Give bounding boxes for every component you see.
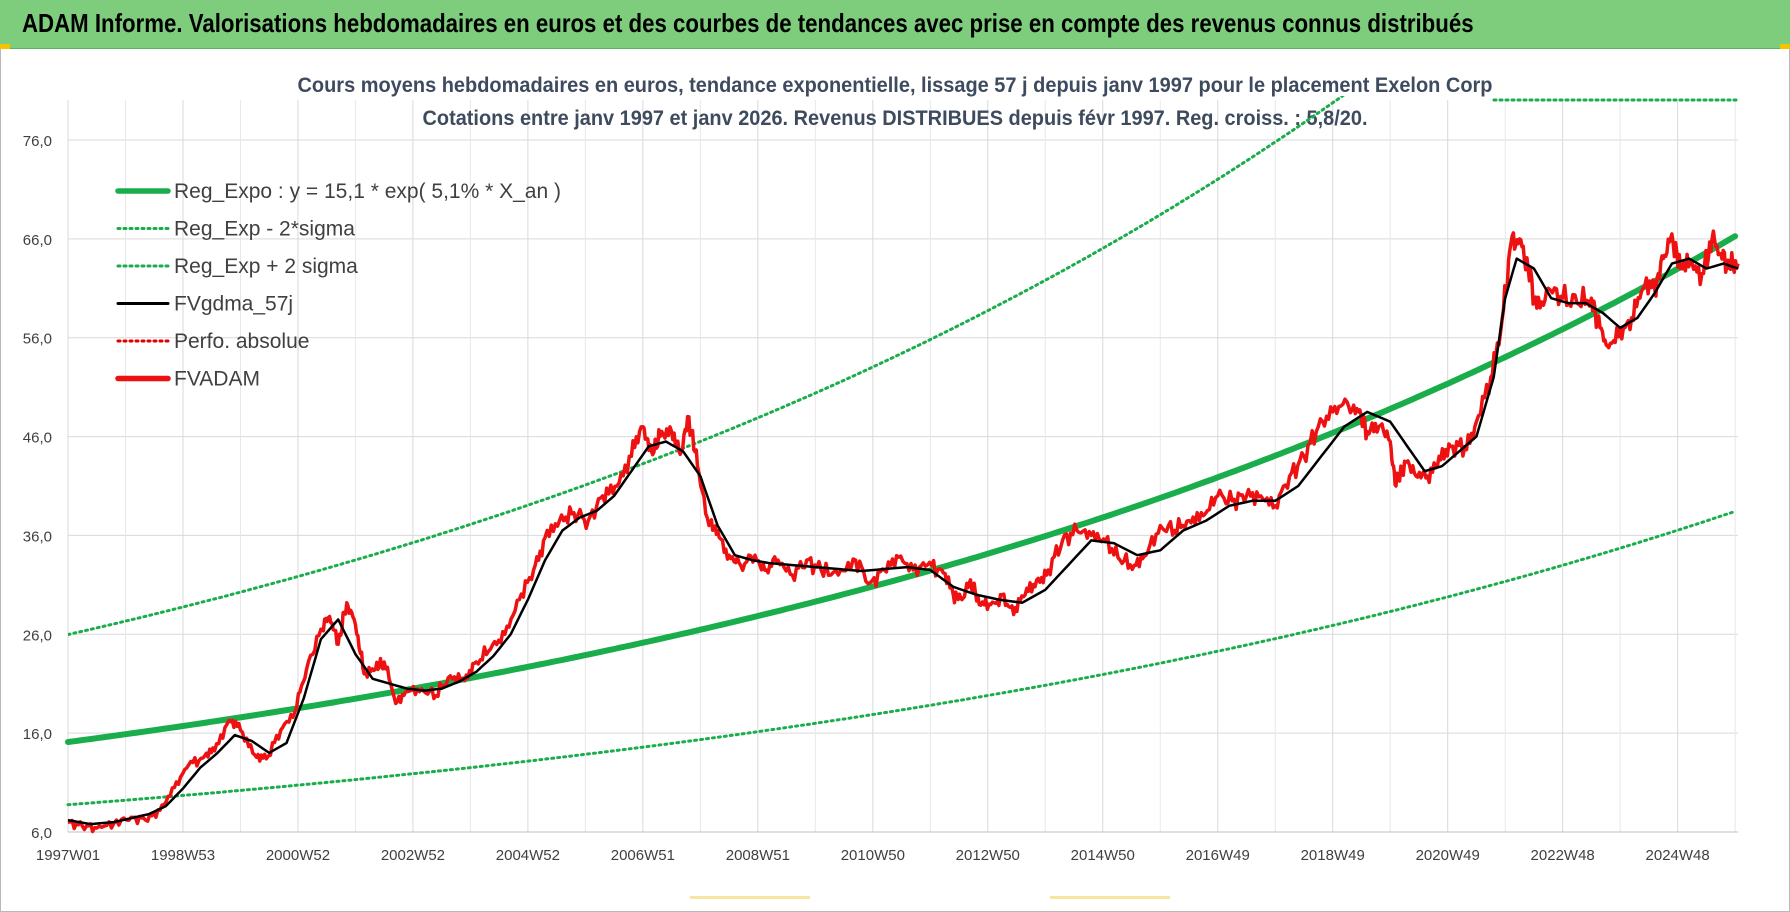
fvadam-line (67, 229, 1740, 834)
x-tick-label: 2014W50 (1071, 847, 1135, 864)
y-tick-label: 46,0 (23, 430, 52, 447)
chart-subtitle: Cotations entre janv 1997 et janv 2026. … (423, 107, 1368, 130)
legend-label: Perfo. absolue (174, 330, 309, 353)
legend-label: Reg_Exp - 2*sigma (174, 218, 355, 241)
chart-titles: Cours moyens hebdomadaires en euros, ten… (298, 74, 1493, 130)
x-tick-label: 2012W50 (956, 847, 1020, 864)
y-tick-label: 66,0 (23, 232, 52, 249)
legend-label: FVADAM (174, 368, 260, 391)
chart-title: Cours moyens hebdomadaires en euros, ten… (298, 74, 1493, 97)
x-tick-label: 2018W49 (1301, 847, 1365, 864)
y-tick-label: 26,0 (23, 627, 52, 644)
legend: Reg_Expo : y = 15,1 * exp( 5,1% * X_an )… (115, 180, 561, 391)
gridlines (67, 100, 1738, 833)
x-tick-label: 1998W53 (151, 847, 215, 864)
x-tick-label: 2010W50 (841, 847, 905, 864)
x-tick-label: 2006W51 (611, 847, 675, 864)
legend-label: Reg_Exp + 2 sigma (174, 255, 358, 278)
scroll-marker (1050, 896, 1170, 899)
y-tick-label: 6,0 (31, 825, 52, 842)
y-tick-label: 36,0 (23, 528, 52, 545)
x-tick-label: 1997W01 (36, 847, 100, 864)
fvgdma-line (67, 257, 1739, 826)
x-tick-label: 2016W49 (1186, 847, 1250, 864)
x-tick-label: 2022W48 (1531, 847, 1595, 864)
corner-marker (0, 44, 10, 49)
scroll-marker (690, 896, 810, 899)
regression-curve (65, 233, 1739, 745)
legend-label: Reg_Expo : y = 15,1 * exp( 5,1% * X_an ) (174, 180, 561, 203)
corner-marker (1780, 44, 1790, 49)
x-tick-label: 2004W52 (496, 847, 560, 864)
y-axis: 6,0 16,0 26,0 36,0 46,0 56,0 66,0 76,0 (23, 133, 52, 842)
y-tick-label: 76,0 (23, 133, 52, 150)
x-tick-label: 2002W52 (381, 847, 445, 864)
x-tick-label: 2008W51 (726, 847, 790, 864)
y-tick-label: 16,0 (23, 726, 52, 743)
legend-label: FVgdma_57j (174, 293, 293, 316)
lower-band-curve (66, 509, 1737, 807)
x-tick-label: 2020W49 (1416, 847, 1480, 864)
x-tick-label: 2024W48 (1646, 847, 1710, 864)
banner-title: ADAM Informe. Valorisations hebdomadaire… (22, 8, 1474, 38)
banner: ADAM Informe. Valorisations hebdomadaire… (0, 0, 1790, 49)
upper-band-curve (68, 96, 1345, 637)
plot-area (65, 96, 1740, 834)
x-tick-label: 2000W52 (266, 847, 330, 864)
y-tick-label: 56,0 (23, 331, 52, 348)
x-axis: 1997W01 1998W53 2000W52 2002W52 2004W52 2006W… (36, 831, 1738, 864)
